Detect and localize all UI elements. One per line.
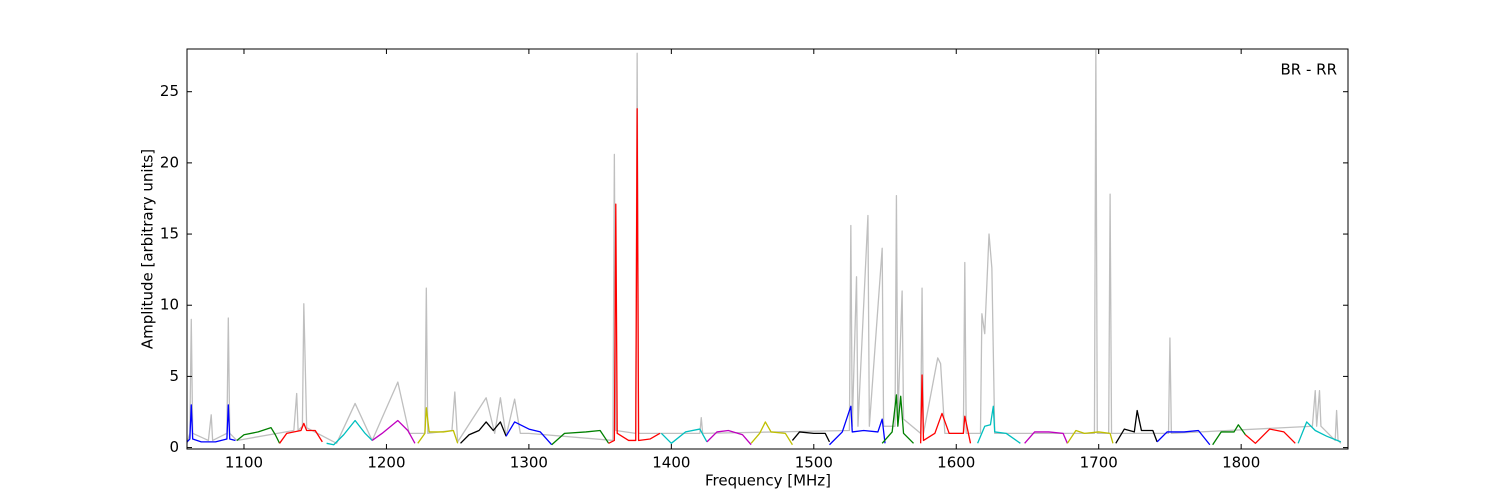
spectrum-line [1115, 409, 1158, 444]
x-tick-label: 1600 [937, 454, 975, 472]
x-tick-label: 1400 [652, 454, 690, 472]
spectrum-line [706, 429, 752, 446]
x-tick-label: 1100 [225, 454, 263, 472]
spectrum-line [236, 427, 281, 444]
spectrum-line [1156, 429, 1211, 446]
y-tick-label: 5 [169, 367, 179, 385]
x-tick-label: 1200 [367, 454, 405, 472]
spectrum-line [460, 421, 507, 444]
y-tick-label: 15 [160, 225, 179, 243]
y-tick-label: 20 [160, 153, 179, 171]
spectrum-line [829, 405, 886, 446]
spectrum-line [791, 431, 831, 443]
spectrum-line [660, 428, 708, 444]
x-tick-label: 1500 [795, 454, 833, 472]
spectrum-line [1245, 428, 1296, 444]
spectrum-line [187, 49, 1342, 444]
spectrum-line [551, 429, 610, 446]
spectrum-line [1066, 429, 1114, 444]
spectrum-line [750, 421, 793, 446]
lines [187, 49, 1342, 446]
y-tick-label: 10 [160, 296, 179, 314]
spectrum-line [279, 422, 323, 444]
spectrum-line [505, 421, 553, 446]
plot-frame [186, 48, 1349, 450]
spectrum-line [977, 405, 1021, 444]
spectrum-line [608, 108, 661, 444]
spectrum-line [1024, 431, 1068, 444]
spectrum-line [1212, 424, 1246, 446]
y-tick-label: 0 [169, 438, 179, 456]
x-tick-label: 1300 [510, 454, 548, 472]
x-axis-label: Frequency [MHz] [705, 472, 831, 490]
spectrum-line [919, 374, 972, 444]
spectrum-line [881, 394, 914, 444]
plot-area [187, 49, 1348, 449]
x-tick-label: 1800 [1222, 454, 1260, 472]
spectrum-line [326, 419, 373, 446]
y-axis-label: Amplitude [arbitrary units] [139, 149, 157, 349]
annotation: BR - RR [1280, 61, 1337, 79]
spectrum-line [187, 404, 236, 443]
spectrum-line [371, 419, 416, 444]
y-tick-label: 25 [160, 82, 179, 100]
x-tick-label: 1700 [1080, 454, 1118, 472]
spectrum-line [417, 407, 459, 444]
spectrum-line [1297, 421, 1342, 444]
